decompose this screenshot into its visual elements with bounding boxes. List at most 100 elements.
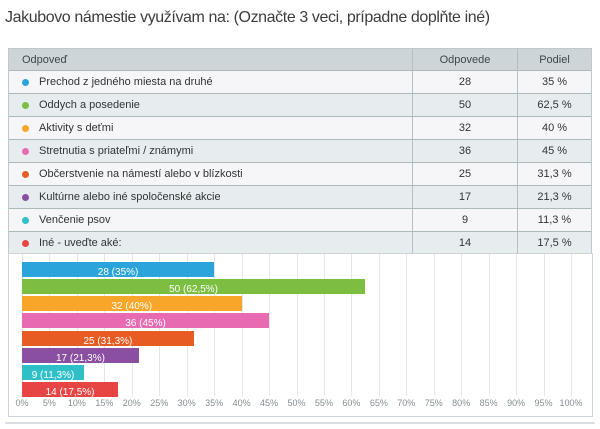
bar: 28 (35%) <box>22 262 215 277</box>
table-row: Aktivity s deťmi 32 40 % <box>9 116 591 139</box>
x-axis-tick-label: 80% <box>452 398 471 408</box>
bar-value-label: 17 (21,3%) <box>56 352 105 363</box>
bar-value-label: 28 (35%) <box>97 267 139 277</box>
column-header-answer: Odpoveď <box>22 53 68 66</box>
x-axis-tick-label: 95% <box>534 398 553 408</box>
answer-color-dot <box>22 101 29 109</box>
bar: 36 (45%) <box>22 313 270 329</box>
results-bar-chart: 0% 5% 10% 15% 20% 25% 30% 35% 40% 45% 50% 55% 60% 65%… <box>8 253 593 417</box>
answer-color-dot <box>22 147 29 155</box>
gridline <box>516 254 518 396</box>
x-axis-tick-label: 30% <box>177 398 196 408</box>
x-axis-tick-label: 35% <box>205 398 224 408</box>
answer-cell: Občerstvenie na námestí alebo v blízkost… <box>9 163 412 185</box>
x-axis-tick-label: 90% <box>507 398 526 408</box>
table-row: Stretnutia s priateľmi / známymi 36 45 % <box>9 139 591 162</box>
x-axis-tick-label: 25% <box>150 398 169 408</box>
share-cell: 62,5 % <box>517 94 591 116</box>
bar-value-label: 25 (31,3%) <box>83 335 133 346</box>
answer-color-dot <box>22 216 29 224</box>
x-axis-tick-label: 10% <box>67 398 86 408</box>
x-axis-tick-label: 75% <box>424 398 443 408</box>
gridline <box>406 254 408 396</box>
answer-cell: Aktivity s deťmi <box>9 117 412 139</box>
x-axis-tick-label: 20% <box>122 398 141 408</box>
x-axis-tick-label: 100% <box>559 398 583 408</box>
responses-cell: 32 <box>412 117 517 139</box>
x-axis-tick-label: 65% <box>369 398 388 408</box>
answer-label: Aktivity s deťmi <box>39 122 114 134</box>
answer-cell: Iné - uveďte aké: <box>9 232 412 254</box>
responses-cell: 9 <box>412 209 517 231</box>
gridline <box>488 254 490 396</box>
table-row: Iné - uveďte aké: 14 17,5 % <box>9 231 591 254</box>
responses-cell: 50 <box>412 94 517 116</box>
column-header-share: Podiel <box>517 49 591 70</box>
answer-cell: Oddych a posedenie <box>9 94 412 116</box>
answer-label: Stretnutia s priateľmi / známymi <box>39 145 194 157</box>
table-row: Venčenie psov 9 11,3 % <box>9 208 591 231</box>
share-cell: 31,3 % <box>517 163 591 185</box>
answer-label: Venčenie psov <box>39 214 111 226</box>
answer-label: Kultúrne alebo iné spoločenské akcie <box>39 191 221 203</box>
table-body: Prechod z jedného miesta na druhé 28 35 % O… <box>9 70 591 254</box>
bar-value-label: 50 (62,5%) <box>169 284 219 295</box>
answer-label: Občerstvenie na námestí alebo v blízkost… <box>39 168 243 180</box>
answer-cell: Prechod z jedného miesta na druhé <box>9 71 412 93</box>
answer-color-dot <box>22 239 29 247</box>
x-axis-tick-label: 5% <box>42 398 56 408</box>
x-axis-tick-label: 60% <box>342 398 361 408</box>
bar: 9 (11,3%) <box>22 364 85 380</box>
x-axis-tick-label: 70% <box>397 398 416 408</box>
share-cell: 11,3 % <box>517 209 591 231</box>
gridline <box>543 254 545 396</box>
share-cell: 45 % <box>517 140 591 162</box>
x-axis-tick-label: 15% <box>95 398 114 408</box>
responses-cell: 17 <box>412 186 517 208</box>
gridline <box>351 254 353 396</box>
bar-value-label: 32 (40%) <box>111 301 153 312</box>
gridline <box>461 254 463 396</box>
answer-cell: Kultúrne alebo iné spoločenské akcie <box>9 186 412 208</box>
bar: 25 (31,3%) <box>22 330 194 346</box>
table-row: Oddych a posedenie 50 62,5 % <box>9 93 591 116</box>
answer-cell: Stretnutia s priateľmi / známymi <box>9 140 412 162</box>
bar: 17 (21,3%) <box>22 347 139 363</box>
question-title: Jakubovo námestie využívam na: (Označte … <box>5 9 490 26</box>
answer-color-dot <box>22 193 29 201</box>
answer-cell: Venčenie psov <box>9 209 412 231</box>
answer-label: Prechod z jedného miesta na druhé <box>39 76 213 88</box>
gridline <box>433 254 435 396</box>
gridline <box>323 254 325 396</box>
responses-cell: 36 <box>412 140 517 162</box>
bar-value-label: 14 (17,5%) <box>45 387 95 398</box>
column-header-responses: Odpovede <box>412 49 517 70</box>
table-header-row: Odpoveď Odpovede Podiel <box>9 49 591 70</box>
bar-value-label: 36 (45%) <box>125 318 166 329</box>
x-axis-tick-label: 45% <box>260 398 279 408</box>
table-row: Občerstvenie na námestí alebo v blízkost… <box>9 162 591 185</box>
share-cell: 21,3 % <box>517 186 591 208</box>
answer-label: Iné - uveďte aké: <box>39 237 122 249</box>
answers-table: Odpoveď Odpovede Podiel Prechod z jednéh… <box>8 48 592 255</box>
share-cell: 17,5 % <box>517 232 591 254</box>
x-axis-tick-label: 55% <box>314 398 333 408</box>
bar: 14 (17,5%) <box>22 382 119 398</box>
table-row: Kultúrne alebo iné spoločenské akcie 17 21… <box>9 185 591 208</box>
bar: 32 (40%) <box>22 296 242 312</box>
table-row: Prechod z jedného miesta na druhé 28 35 % <box>9 70 591 93</box>
x-axis-tick-label: 0% <box>15 398 29 408</box>
responses-cell: 14 <box>412 232 517 254</box>
answer-color-dot <box>22 78 29 86</box>
share-cell: 35 % <box>517 71 591 93</box>
answer-color-dot <box>22 170 29 178</box>
gridline <box>378 254 380 396</box>
panel-bottom-edge <box>5 422 595 424</box>
x-axis-tick-label: 50% <box>287 398 306 408</box>
x-axis-tick-label: 40% <box>232 398 251 408</box>
gridline <box>269 254 271 396</box>
bar-value-label: 9 (11,3%) <box>31 369 75 380</box>
responses-cell: 25 <box>412 163 517 185</box>
share-cell: 40 % <box>517 117 591 139</box>
responses-cell: 28 <box>412 71 517 93</box>
